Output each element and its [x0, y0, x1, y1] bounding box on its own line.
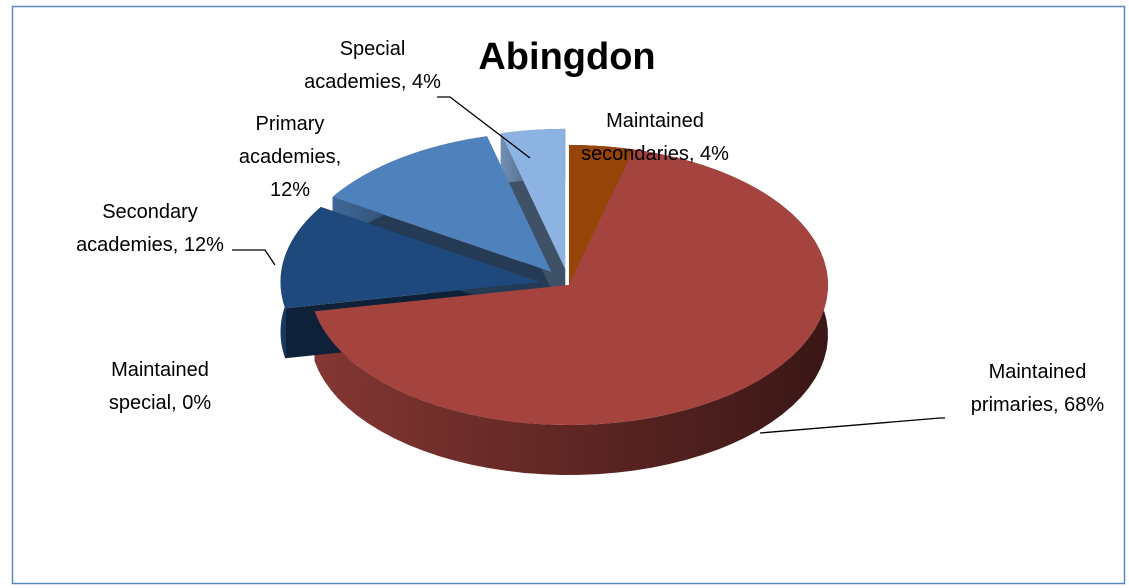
data-label: Special academies, 4%: [304, 38, 441, 93]
data-label: Maintained secondaries, 4%: [581, 110, 729, 165]
leader-lines: [232, 96, 945, 434]
data-label: Maintained special, 0%: [108, 359, 212, 414]
data-label: Secondary academies, 12%: [76, 201, 224, 256]
slice: [500, 128, 566, 269]
pie-tops: [280, 128, 828, 426]
slice: [280, 206, 540, 309]
slice: [314, 149, 828, 426]
data-label: Maintained primaries, 68%: [970, 361, 1105, 416]
data-label: Primary academies, 12%: [238, 113, 342, 201]
chart-title: Abingdon: [478, 36, 656, 78]
leader-line: [437, 96, 531, 159]
pie: [280, 128, 828, 475]
slice: [569, 145, 634, 285]
chart-border: [11, 5, 1126, 585]
leader-line: [759, 417, 945, 434]
slice: [332, 136, 552, 272]
leader-line: [232, 249, 276, 266]
